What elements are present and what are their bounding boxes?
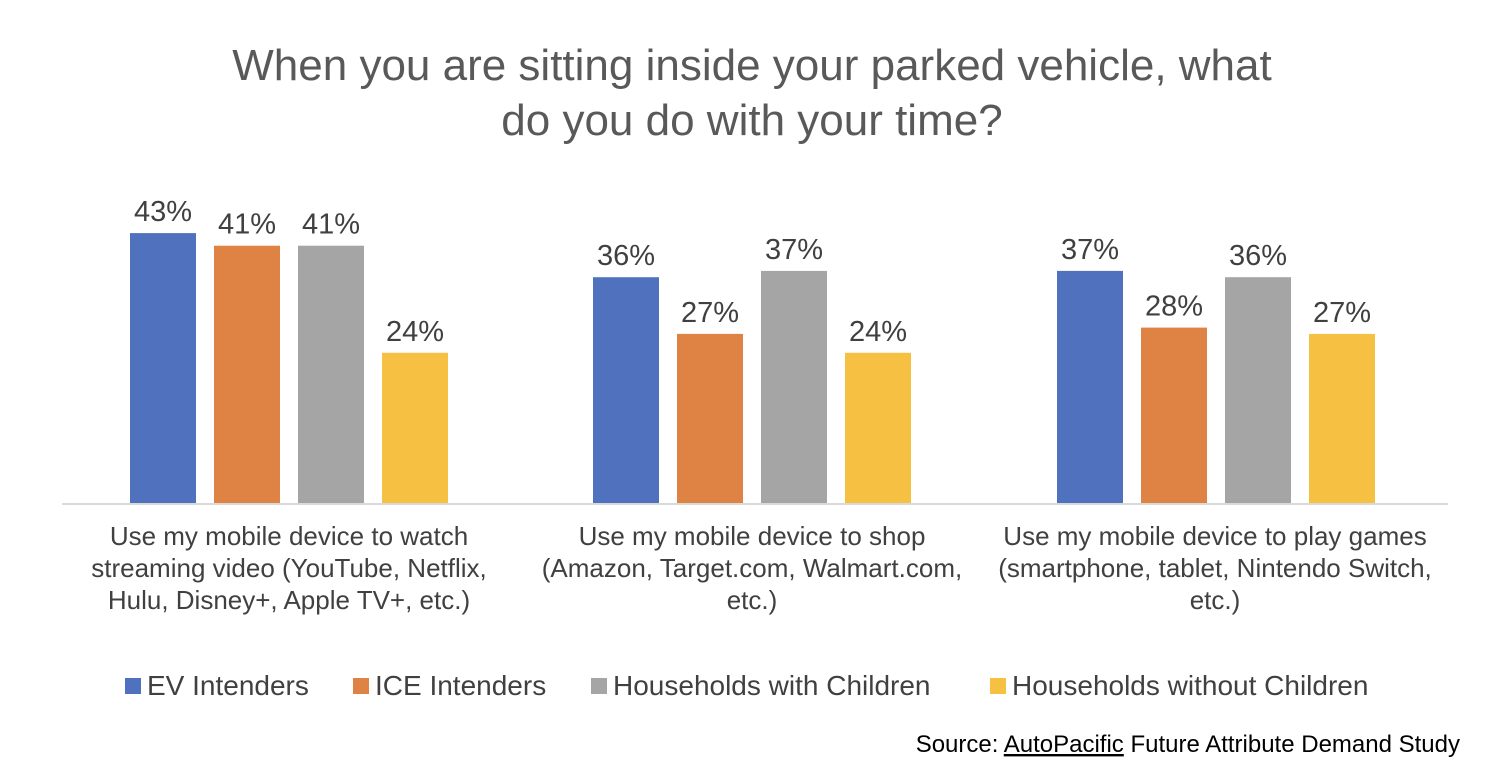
category-label-line: etc.) — [727, 585, 778, 615]
value-label: 27% — [1313, 297, 1371, 329]
value-label: 41% — [302, 209, 360, 241]
bar-ice-intenders-1 — [677, 333, 743, 504]
value-label: 37% — [1061, 234, 1119, 266]
legend-swatch — [125, 678, 141, 694]
value-label: 27% — [681, 297, 739, 329]
legend-swatch — [990, 678, 1006, 694]
value-label: 43% — [134, 196, 192, 228]
bars-group — [130, 233, 1375, 504]
bar-households-with-children-1 — [761, 270, 827, 504]
bar-ev-intenders-2 — [1057, 270, 1123, 504]
value-label: 37% — [765, 234, 823, 266]
value-label: 24% — [386, 316, 444, 348]
value-label: 28% — [1145, 291, 1203, 323]
category-label-line: Use my mobile device to play games — [1003, 521, 1426, 551]
legend-label: EV Intenders — [147, 670, 309, 701]
legend-label: ICE Intenders — [375, 670, 546, 701]
legend: EV Intenders ICE Intenders Households with… — [125, 670, 1368, 701]
legend-swatch — [591, 678, 607, 694]
bar-ice-intenders-2 — [1141, 327, 1207, 504]
bar-ev-intenders-0 — [130, 233, 196, 504]
bar-households-with-children-0 — [298, 245, 364, 504]
chart-title-line-1: When you are sitting inside your parked … — [232, 41, 1271, 90]
category-label-line: streaming video (YouTube, Netflix, — [91, 553, 487, 583]
value-label: 36% — [1229, 240, 1287, 272]
bar-households-with-children-2 — [1225, 277, 1291, 504]
bar-households-without-children-1 — [845, 352, 911, 504]
value-labels-group: 43% 36% 37% 41% 27% 28% 41% 37% 36% 24% 24% 27% — [134, 196, 1371, 348]
bar-ice-intenders-0 — [214, 245, 280, 504]
bar-ev-intenders-1 — [593, 277, 659, 504]
category-label-line: etc.) — [1190, 585, 1241, 615]
legend-swatch — [353, 678, 369, 694]
source-note: Source: AutoPacific Future Attribute Dem… — [916, 731, 1460, 758]
category-label-line: (Amazon, Target.com, Walmart.com, — [542, 553, 962, 583]
category-label-line: Use my mobile device to watch — [110, 521, 468, 551]
category-label-line: Use my mobile device to shop — [579, 521, 926, 551]
chart-title: When you are sitting inside your parked … — [232, 41, 1271, 145]
value-label: 24% — [849, 316, 907, 348]
legend-label: Households with Children — [613, 670, 931, 701]
source-prefix: Source: — [916, 731, 1004, 758]
chart-title-line-2: do you do with your time? — [501, 96, 1002, 145]
source-rest: Future Attribute Demand Study — [1124, 731, 1460, 758]
source-brand: AutoPacific — [1004, 731, 1124, 758]
bar-households-without-children-0 — [382, 352, 448, 504]
legend-label: Households without Children — [1012, 670, 1368, 701]
value-label: 36% — [597, 240, 655, 272]
bar-households-without-children-2 — [1309, 333, 1375, 504]
value-label: 41% — [218, 209, 276, 241]
category-label-line: (smartphone, tablet, Nintendo Switch, — [998, 553, 1432, 583]
category-label-line: Hulu, Disney+, Apple TV+, etc.) — [108, 585, 470, 615]
